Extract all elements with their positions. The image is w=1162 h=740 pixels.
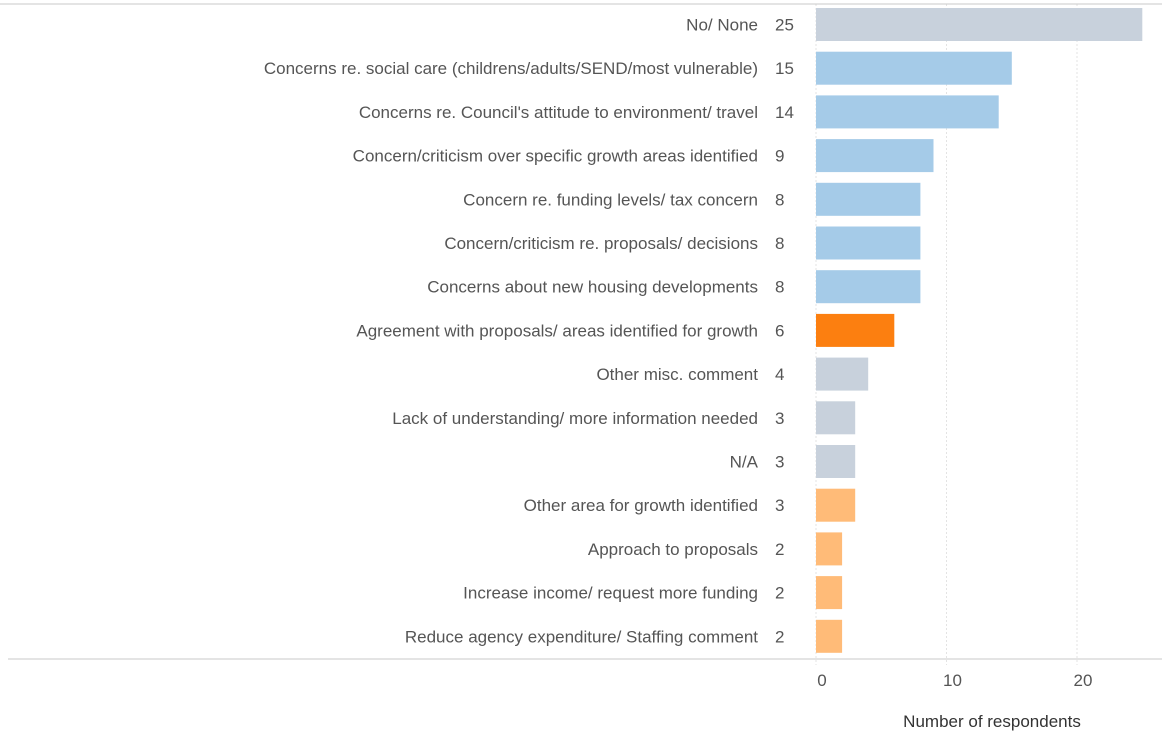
category-label: Concern/criticism re. proposals/ decisio…	[444, 234, 758, 253]
bar	[816, 357, 869, 391]
category-label: Concerns re. Council's attitude to envir…	[359, 103, 758, 122]
value-label: 3	[775, 496, 784, 515]
bar	[816, 226, 921, 260]
bar	[816, 51, 1012, 85]
x-tick-label: 10	[943, 671, 962, 690]
value-label: 15	[775, 59, 794, 78]
value-label: 2	[775, 540, 784, 559]
bar	[816, 488, 856, 522]
x-tick-label: 0	[817, 671, 826, 690]
category-labels: No/ None Concerns re. social care (childr…	[264, 16, 759, 647]
value-label: 6	[775, 321, 784, 340]
bar	[816, 619, 843, 653]
category-label: Other area for growth identified	[524, 496, 758, 515]
bar	[816, 313, 895, 347]
category-label: Reduce agency expenditure/ Staffing comm…	[405, 627, 758, 646]
value-label: 2	[775, 584, 784, 603]
bar	[816, 139, 934, 173]
category-label: Other misc. comment	[596, 365, 758, 384]
value-label: 9	[775, 147, 784, 166]
value-label: 25	[775, 16, 794, 35]
x-axis-title: Number of respondents	[903, 712, 1081, 731]
value-label: 14	[775, 103, 794, 122]
bar	[816, 8, 1143, 41]
bars	[816, 8, 1143, 653]
category-label: Agreement with proposals/ areas identifi…	[356, 321, 758, 340]
category-label: Increase income/ request more funding	[463, 584, 758, 603]
category-label: Approach to proposals	[588, 540, 758, 559]
bar	[816, 532, 843, 566]
category-label: Lack of understanding/ more information …	[392, 409, 758, 428]
value-label: 8	[775, 278, 784, 297]
bar	[816, 576, 843, 610]
value-label: 2	[775, 627, 784, 646]
bar	[816, 401, 856, 435]
bar	[816, 95, 999, 129]
category-label: Concern re. funding levels/ tax concern	[463, 190, 758, 209]
value-label: 8	[775, 234, 784, 253]
value-labels: 25 15 14 9 8 8 8 6 4 3 3 3 2 2 2	[775, 16, 794, 647]
value-label: 3	[775, 453, 784, 472]
value-label: 8	[775, 190, 784, 209]
bar	[816, 445, 856, 478]
category-label: Concerns about new housing developments	[427, 278, 758, 297]
x-tick-label: 20	[1074, 671, 1093, 690]
x-axis: 0 10 20	[0, 3, 1162, 690]
category-label: N/A	[730, 453, 759, 472]
category-label: Concern/criticism over specific growth a…	[353, 147, 758, 166]
value-label: 3	[775, 409, 784, 428]
bar	[816, 182, 921, 216]
bar	[816, 270, 921, 304]
category-label: No/ None	[686, 16, 758, 35]
value-label: 4	[775, 365, 784, 384]
category-label: Concerns re. social care (childrens/adul…	[264, 59, 758, 78]
